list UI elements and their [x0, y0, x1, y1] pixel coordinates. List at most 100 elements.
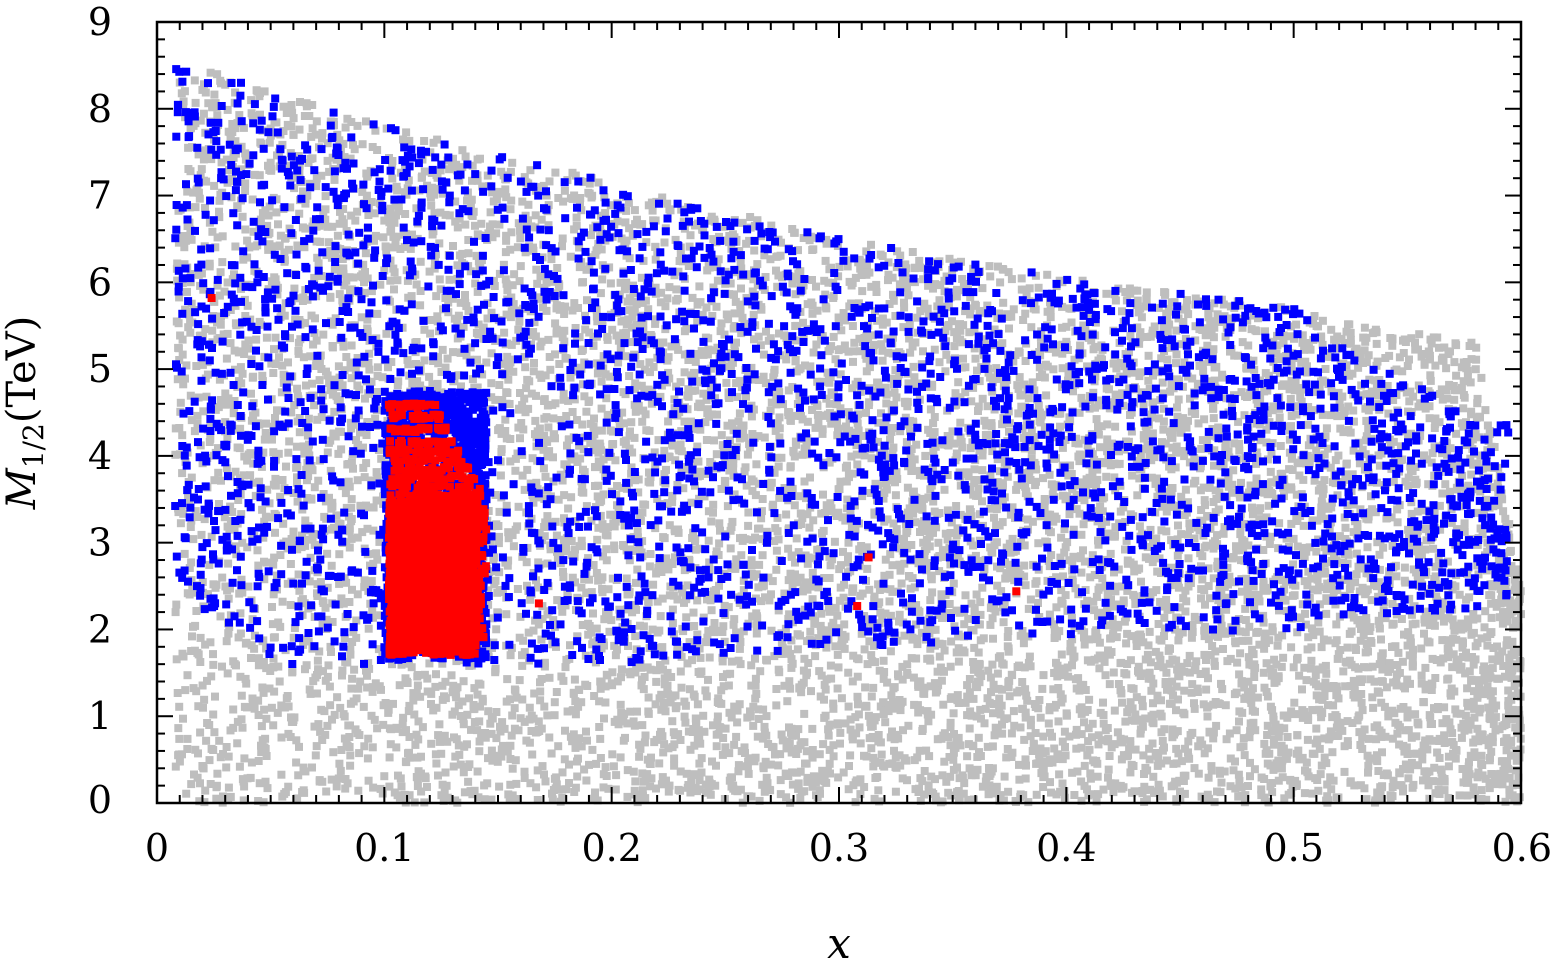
data-point	[1461, 711, 1470, 720]
data-point	[645, 562, 654, 571]
data-point	[250, 631, 259, 640]
data-point	[488, 188, 497, 197]
data-point	[736, 785, 745, 794]
data-point	[1489, 483, 1498, 492]
data-point	[624, 642, 632, 650]
data-point	[1067, 318, 1076, 327]
data-point	[1077, 530, 1086, 539]
data-point	[909, 487, 918, 496]
data-point	[1351, 643, 1360, 652]
data-point	[398, 720, 407, 729]
data-point	[656, 612, 665, 621]
data-point	[1488, 664, 1497, 673]
data-point	[1431, 419, 1440, 428]
data-point	[371, 126, 380, 135]
data-point	[1425, 735, 1434, 744]
data-point	[1022, 761, 1030, 770]
data-point	[1035, 363, 1044, 372]
data-point	[367, 476, 376, 485]
data-point	[1287, 376, 1296, 385]
data-point	[417, 752, 425, 761]
data-point	[338, 381, 347, 390]
data-point	[1179, 708, 1188, 717]
data-point	[1081, 686, 1090, 694]
data-point	[831, 603, 840, 612]
data-point	[1343, 576, 1352, 584]
data-point	[1256, 436, 1265, 445]
data-point	[954, 644, 963, 653]
data-point	[541, 777, 550, 786]
data-point	[541, 472, 550, 481]
data-point	[602, 545, 611, 554]
data-point	[455, 251, 464, 260]
data-point	[867, 744, 876, 753]
data-point	[1442, 386, 1451, 395]
data-point	[593, 796, 602, 805]
data-point	[1275, 519, 1284, 528]
data-point	[518, 651, 526, 660]
data-point	[294, 771, 303, 780]
data-point	[945, 254, 954, 263]
data-point	[1289, 560, 1298, 569]
data-point	[907, 467, 916, 475]
data-point	[1201, 600, 1209, 609]
data-point	[1301, 609, 1309, 618]
data-point	[386, 740, 395, 749]
data-point	[978, 394, 987, 403]
data-point	[783, 697, 792, 706]
data-point	[190, 76, 199, 85]
data-point	[1262, 659, 1271, 668]
data-point	[1004, 647, 1013, 656]
data-point	[1398, 657, 1407, 666]
data-point	[1032, 465, 1041, 474]
data-point	[877, 750, 886, 759]
data-point	[262, 714, 271, 723]
data-point	[875, 619, 884, 628]
data-point	[924, 493, 933, 502]
data-point	[986, 272, 995, 281]
data-point	[1266, 467, 1275, 476]
data-point	[1362, 795, 1371, 804]
data-point	[1026, 715, 1035, 724]
data-point	[1364, 425, 1373, 433]
data-point	[363, 683, 372, 692]
data-point	[920, 767, 929, 775]
data-point	[345, 527, 354, 536]
data-point	[178, 469, 187, 478]
data-point	[1350, 686, 1359, 695]
data-point	[531, 211, 540, 220]
data-point	[506, 651, 515, 660]
data-point	[510, 270, 519, 279]
data-point	[912, 601, 921, 609]
data-point	[1421, 663, 1430, 672]
data-point	[1372, 751, 1381, 760]
data-point	[427, 201, 436, 210]
data-point	[701, 686, 710, 695]
data-point	[616, 753, 625, 762]
data-point	[963, 752, 972, 761]
data-point	[568, 306, 577, 315]
data-point	[1105, 752, 1114, 760]
data-point	[536, 696, 545, 705]
data-point	[580, 575, 589, 583]
data-point	[1310, 406, 1319, 415]
data-point	[539, 445, 548, 454]
data-point	[1425, 638, 1434, 647]
data-point	[1003, 472, 1012, 481]
data-point	[1431, 361, 1440, 370]
data-point	[1317, 761, 1326, 770]
data-point	[1118, 698, 1126, 707]
data-point	[956, 393, 965, 402]
data-point	[489, 276, 498, 285]
data-point	[295, 742, 303, 751]
data-point	[1308, 749, 1317, 758]
data-point	[1428, 654, 1437, 663]
data-point	[218, 573, 227, 582]
data-point	[1144, 641, 1153, 650]
data-point	[702, 692, 711, 701]
data-point	[779, 400, 787, 409]
data-point	[1088, 468, 1097, 477]
data-point	[282, 694, 291, 703]
data-point	[712, 742, 721, 751]
data-point	[1044, 719, 1053, 728]
